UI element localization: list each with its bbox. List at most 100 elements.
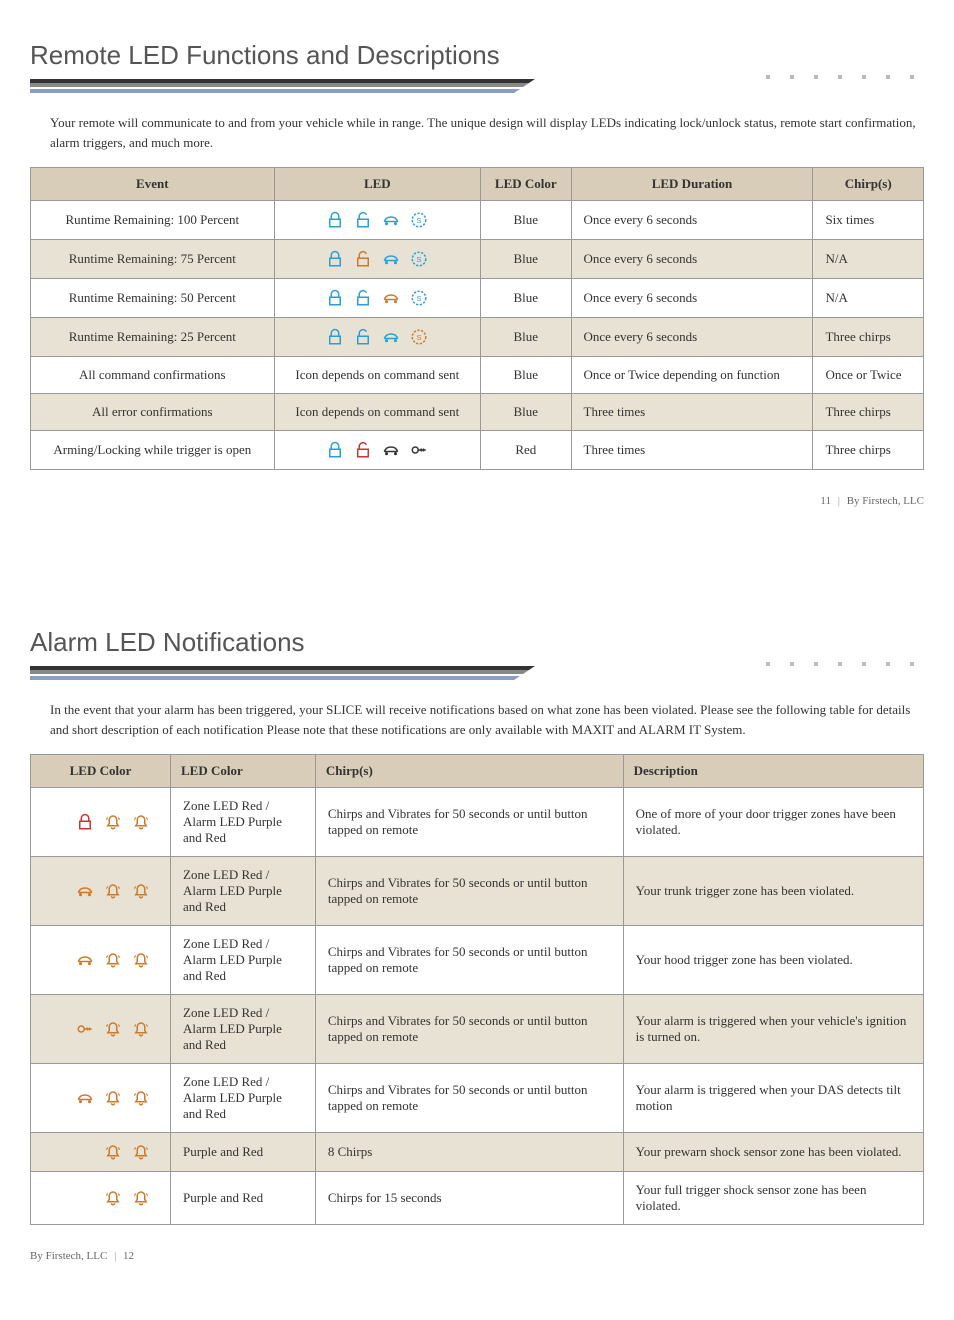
alarm-icon [104,951,122,969]
page-footer-1: 11 | By Firstech, LLC [30,495,924,507]
chirps-cell: Three chirps [813,431,924,470]
lock-icon [76,813,94,831]
icon-cell [31,788,171,857]
chirps-cell: Chirps and Vibrates for 50 seconds or un… [315,857,623,926]
led-cell: Icon depends on command sent [274,357,480,394]
key-icon [76,1020,94,1038]
table-row: Zone LED Red / Alarm LED Purple and Red … [31,926,924,995]
led-color-cell: Zone LED Red / Alarm LED Purple and Red [171,926,316,995]
lock-icon [326,250,344,268]
table-row: Runtime Remaining: 25 Percent Blue Once … [31,318,924,357]
header-bar [30,79,924,93]
trunk-icon [76,1089,94,1107]
table-row: Runtime Remaining: 75 Percent Blue Once … [31,240,924,279]
table-header: Event [31,168,275,201]
led-cell: Icon depends on command sent [274,394,480,431]
chirps-cell: 8 Chirps [315,1133,623,1172]
unlock-icon [354,441,372,459]
unlock-icon [354,250,372,268]
duration-cell: Once every 6 seconds [571,318,813,357]
lock-icon [326,328,344,346]
table-header: LED [274,168,480,201]
desc-cell: Your hood trigger zone has been violated… [623,926,923,995]
table-row: Purple and Red Chirps for 15 seconds You… [31,1172,924,1225]
chirps-cell: Three chirps [813,318,924,357]
trunk-icon [382,328,400,346]
led-color-cell: Purple and Red [171,1133,316,1172]
alarm-icon [104,1143,122,1161]
alarm-icon [132,813,150,831]
chirps-cell: Chirps for 15 seconds [315,1172,623,1225]
event-cell: Runtime Remaining: 50 Percent [31,279,275,318]
alarm-icon [104,1089,122,1107]
desc-cell: Your alarm is triggered when your DAS de… [623,1064,923,1133]
section2-title: Alarm LED Notifications [30,627,924,658]
lock-icon [326,211,344,229]
trunk-icon [382,211,400,229]
table-row: Zone LED Red / Alarm LED Purple and Red … [31,995,924,1064]
alarm-icon [104,1020,122,1038]
event-cell: Runtime Remaining: 75 Percent [31,240,275,279]
unlock-icon [354,211,372,229]
led-cell [274,431,480,470]
desc-cell: One of more of your door trigger zones h… [623,788,923,857]
alarm-icon [132,1020,150,1038]
section2-intro: In the event that your alarm has been tr… [50,700,924,739]
icon-cell [31,1172,171,1225]
chirps-cell: Chirps and Vibrates for 50 seconds or un… [315,788,623,857]
unlock-icon [354,328,372,346]
desc-cell: Your full trigger shock sensor zone has … [623,1172,923,1225]
start-icon [410,211,428,229]
chirps-cell: Three chirps [813,394,924,431]
alarm-icon [104,1189,122,1207]
duration-cell: Once every 6 seconds [571,240,813,279]
color-cell: Blue [481,357,571,394]
chirps-cell: Six times [813,201,924,240]
event-cell: Arming/Locking while trigger is open [31,431,275,470]
start-icon [410,250,428,268]
trunk-icon [382,441,400,459]
desc-cell: Your prewarn shock sensor zone has been … [623,1133,923,1172]
trunk-icon [76,882,94,900]
alarm-icon [132,951,150,969]
trunk-icon [382,289,400,307]
led-color-cell: Zone LED Red / Alarm LED Purple and Red [171,1064,316,1133]
table-row: Runtime Remaining: 50 Percent Blue Once … [31,279,924,318]
led-color-cell: Purple and Red [171,1172,316,1225]
start-icon [410,328,428,346]
alarm-icon [104,813,122,831]
alarm-icon [132,1143,150,1161]
trunk-icon [382,250,400,268]
color-cell: Blue [481,318,571,357]
lock-icon [326,289,344,307]
chirps-cell: N/A [813,279,924,318]
key-icon [410,441,428,459]
led-cell [274,240,480,279]
icon-cell [31,1064,171,1133]
section1-title: Remote LED Functions and Descriptions [30,40,924,71]
table-row: Arming/Locking while trigger is open Red… [31,431,924,470]
led-cell [274,201,480,240]
chirps-cell: N/A [813,240,924,279]
section1-header: Remote LED Functions and Descriptions [30,40,924,93]
alarm-icon [104,882,122,900]
trunk-icon [76,951,94,969]
table-row: Zone LED Red / Alarm LED Purple and Red … [31,788,924,857]
duration-cell: Once every 6 seconds [571,279,813,318]
icon-cell [31,995,171,1064]
table-row: All command confirmations Icon depends o… [31,357,924,394]
alarm-icon [132,882,150,900]
led-cell [274,279,480,318]
led-color-cell: Zone LED Red / Alarm LED Purple and Red [171,857,316,926]
event-cell: All error confirmations [31,394,275,431]
color-cell: Blue [481,201,571,240]
led-color-cell: Zone LED Red / Alarm LED Purple and Red [171,995,316,1064]
duration-cell: Three times [571,431,813,470]
color-cell: Blue [481,279,571,318]
table-remote-led: EventLEDLED ColorLED DurationChirp(s) Ru… [30,167,924,470]
table-header: LED Color [481,168,571,201]
table-row: All error confirmations Icon depends on … [31,394,924,431]
led-cell [274,318,480,357]
table-header: LED Duration [571,168,813,201]
header-bar [30,666,924,680]
